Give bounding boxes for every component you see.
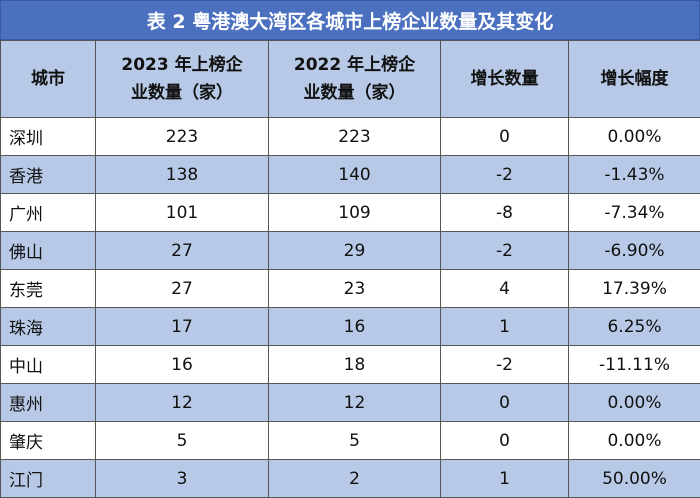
value-cell: 101 xyxy=(95,193,269,232)
value-cell: 18 xyxy=(268,345,441,384)
value-cell: 23 xyxy=(268,269,441,308)
table-row: 香港 138 140 -2 -1.43% xyxy=(0,155,700,194)
value-cell: 0.00% xyxy=(568,383,700,422)
city-cell: 深圳 xyxy=(0,117,96,156)
value-cell: 17.39% xyxy=(568,269,700,308)
value-cell: 29 xyxy=(268,231,441,270)
table-row: 江门 3 2 1 50.00% xyxy=(0,459,700,498)
header-row: 城市 2023 年上榜企业数量（家） 2022 年上榜企业数量（家） 增长数量 增长幅度 xyxy=(0,40,700,118)
value-cell: -2 xyxy=(440,345,569,384)
value-cell: 6.25% xyxy=(568,307,700,346)
value-cell: 0 xyxy=(440,421,569,460)
value-cell: -8 xyxy=(440,193,569,232)
value-cell: 4 xyxy=(440,269,569,308)
table-row: 肇庆 5 5 0 0.00% xyxy=(0,421,700,460)
value-cell: 16 xyxy=(95,345,269,384)
value-cell: -1.43% xyxy=(568,155,700,194)
city-cell: 东莞 xyxy=(0,269,96,308)
value-cell: -11.11% xyxy=(568,345,700,384)
table-row: 珠海 17 16 1 6.25% xyxy=(0,307,700,346)
value-cell: 138 xyxy=(95,155,269,194)
value-cell: 109 xyxy=(268,193,441,232)
city-cell: 佛山 xyxy=(0,231,96,270)
value-cell: 0.00% xyxy=(568,117,700,156)
value-cell: -2 xyxy=(440,155,569,194)
table-row: 广州 101 109 -8 -7.34% xyxy=(0,193,700,232)
city-cell: 肇庆 xyxy=(0,421,96,460)
value-cell: -7.34% xyxy=(568,193,700,232)
city-cell: 江门 xyxy=(0,459,96,498)
value-cell: 27 xyxy=(95,269,269,308)
value-cell: 50.00% xyxy=(568,459,700,498)
value-cell: 3 xyxy=(95,459,269,498)
city-cell: 香港 xyxy=(0,155,96,194)
value-cell: 17 xyxy=(95,307,269,346)
table-title: 表 2 粤港澳大湾区各城市上榜企业数量及其变化 xyxy=(0,0,700,40)
value-cell: 5 xyxy=(268,421,441,460)
value-cell: 1 xyxy=(440,307,569,346)
table-row: 中山 16 18 -2 -11.11% xyxy=(0,345,700,384)
table-row: 深圳 223 223 0 0.00% xyxy=(0,117,700,156)
value-cell: 12 xyxy=(268,383,441,422)
value-cell: 12 xyxy=(95,383,269,422)
header-cell: 2022 年上榜企业数量（家） xyxy=(268,40,441,118)
value-cell: 5 xyxy=(95,421,269,460)
city-cell: 广州 xyxy=(0,193,96,232)
value-cell: 0 xyxy=(440,383,569,422)
value-cell: -2 xyxy=(440,231,569,270)
value-cell: 140 xyxy=(268,155,441,194)
value-cell: 27 xyxy=(95,231,269,270)
table-row: 佛山 27 29 -2 -6.90% xyxy=(0,231,700,270)
value-cell: 2 xyxy=(268,459,441,498)
value-cell: 1 xyxy=(440,459,569,498)
value-cell: 0.00% xyxy=(568,421,700,460)
header-cell: 增长幅度 xyxy=(568,40,700,118)
header-cell: 增长数量 xyxy=(440,40,569,118)
value-cell: 223 xyxy=(95,117,269,156)
value-cell: 0 xyxy=(440,117,569,156)
header-cell: 城市 xyxy=(0,40,96,118)
table-row: 东莞 27 23 4 17.39% xyxy=(0,269,700,308)
value-cell: 16 xyxy=(268,307,441,346)
table-row: 惠州 12 12 0 0.00% xyxy=(0,383,700,422)
table: 城市 2023 年上榜企业数量（家） 2022 年上榜企业数量（家） 增长数量 增长幅度… xyxy=(0,40,700,498)
value-cell: -6.90% xyxy=(568,231,700,270)
city-cell: 中山 xyxy=(0,345,96,384)
value-cell: 223 xyxy=(268,117,441,156)
header-cell: 2023 年上榜企业数量（家） xyxy=(95,40,269,118)
city-cell: 珠海 xyxy=(0,307,96,346)
city-cell: 惠州 xyxy=(0,383,96,422)
